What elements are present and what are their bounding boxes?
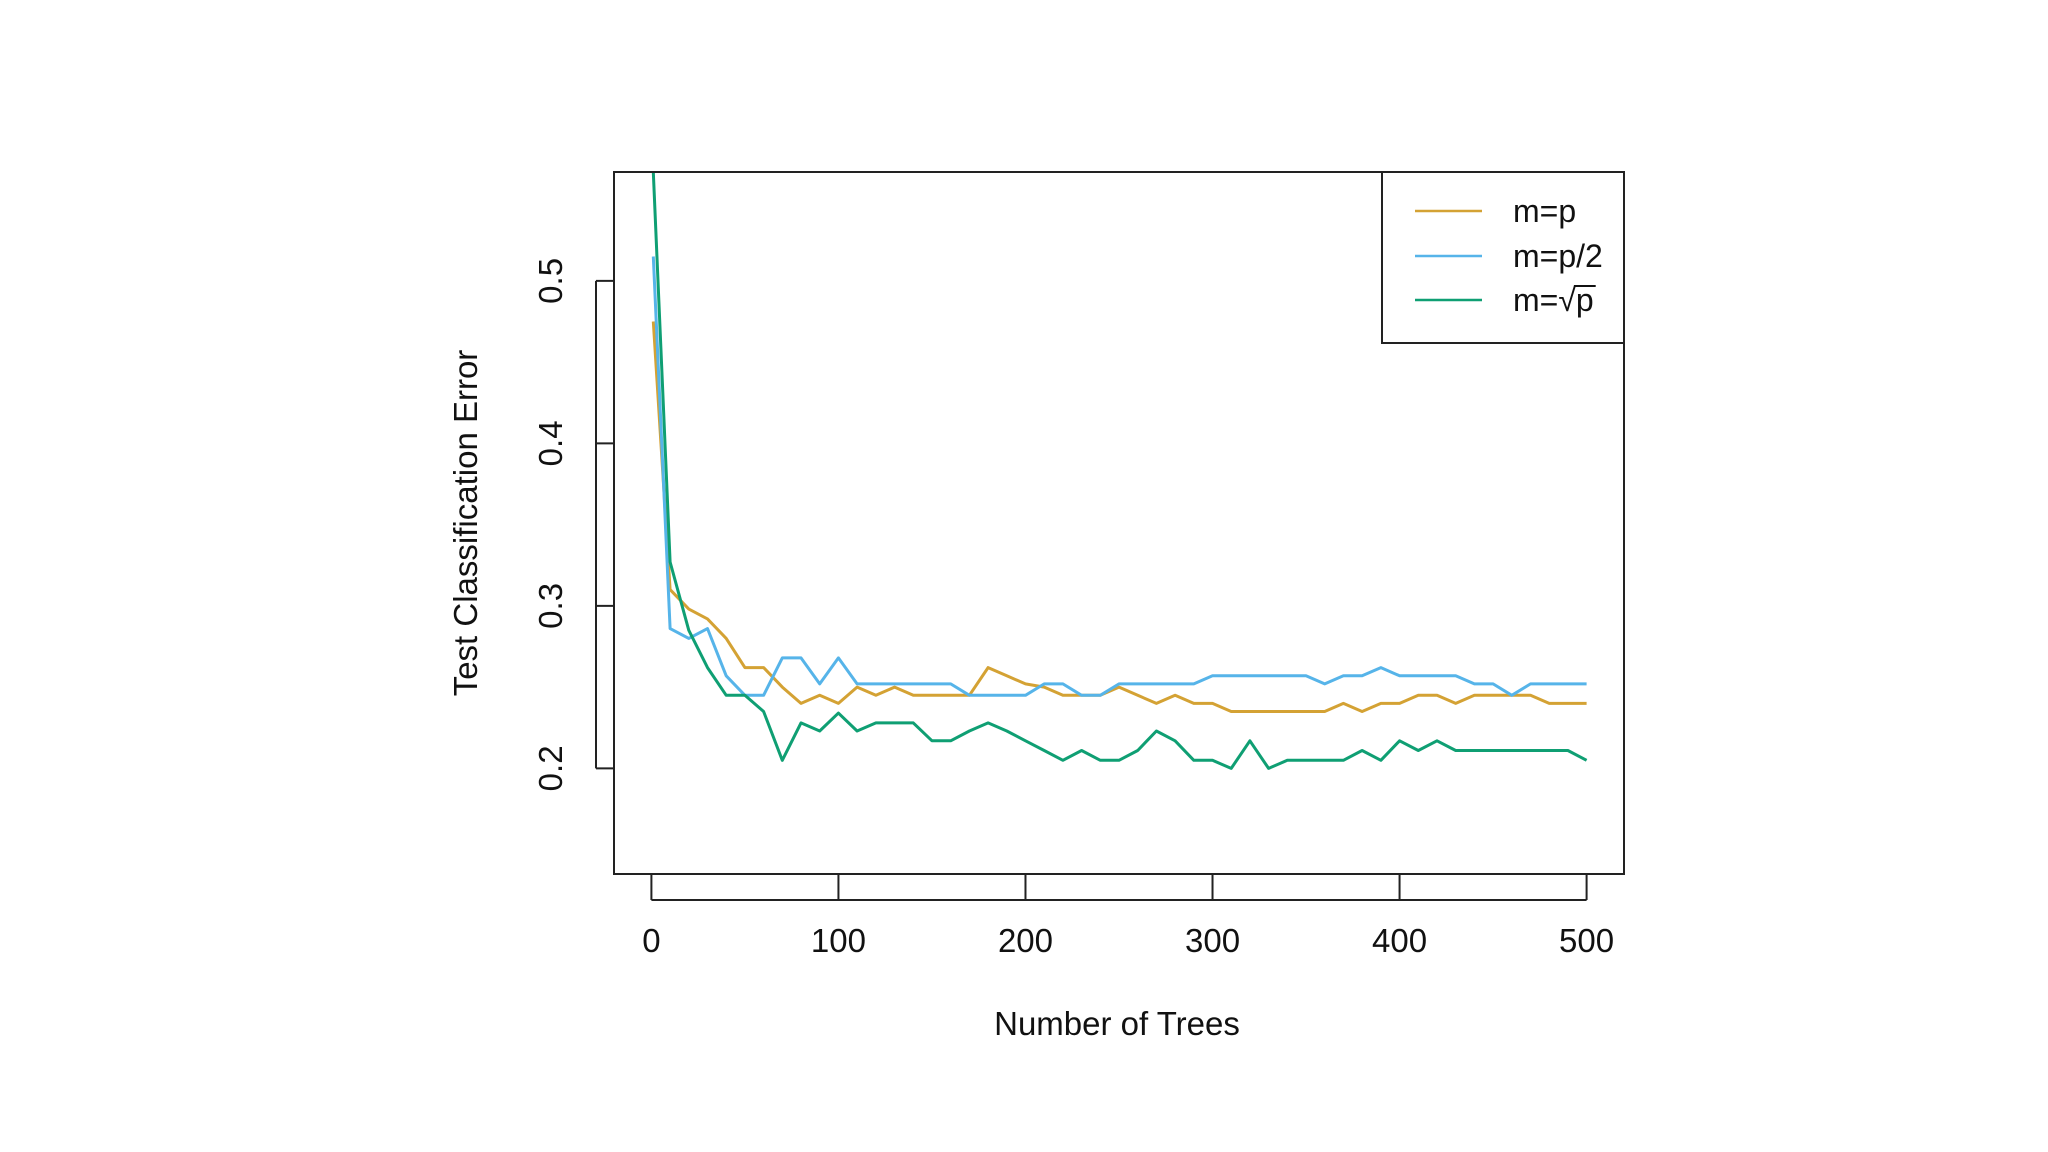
y-axis-title: Test Classification Error <box>447 350 484 697</box>
series-line-m-sqrt-p <box>651 171 1588 770</box>
legend: m=pm=p/2m=√p <box>1381 171 1625 344</box>
y-axis: 0.2 0.3 0.4 0.5 <box>532 258 614 791</box>
legend-label-prefix: m= <box>1513 282 1558 318</box>
series-layer <box>651 171 1588 770</box>
x-tick-label-100: 100 <box>811 922 866 959</box>
legend-label-body: p <box>1576 282 1594 318</box>
legend-label-body: p/2 <box>1558 238 1602 274</box>
x-axis: 0 100 200 300 400 500 <box>642 874 1614 959</box>
legend-label-prefix: m= <box>1513 238 1558 274</box>
x-tick-label-500: 500 <box>1559 922 1614 959</box>
legend-label-3: m=√p <box>1513 282 1594 318</box>
x-tick-label-300: 300 <box>1185 922 1240 959</box>
y-tick-label-0-3: 0.3 <box>532 583 569 629</box>
legend-box <box>1381 171 1625 344</box>
y-tick-label-0-4: 0.4 <box>532 420 569 466</box>
y-tick-label-0-2: 0.2 <box>532 745 569 791</box>
y-tick-label-0-5: 0.5 <box>532 258 569 304</box>
legend-label-2: m=p/2 <box>1513 238 1603 274</box>
plot-frame <box>613 171 1625 875</box>
series-line-m-p-2 <box>651 256 1587 697</box>
series-line-m-p <box>651 321 1587 713</box>
legend-sqrt-sign: √ <box>1558 282 1576 318</box>
legend-label-1: m=p <box>1513 193 1576 229</box>
x-tick-label-400: 400 <box>1372 922 1427 959</box>
x-tick-label-200: 200 <box>998 922 1053 959</box>
x-tick-label-0: 0 <box>642 922 660 959</box>
x-axis-title: Number of Trees <box>994 1005 1240 1042</box>
legend-label-body: p <box>1558 193 1576 229</box>
legend-label-prefix: m= <box>1513 193 1558 229</box>
